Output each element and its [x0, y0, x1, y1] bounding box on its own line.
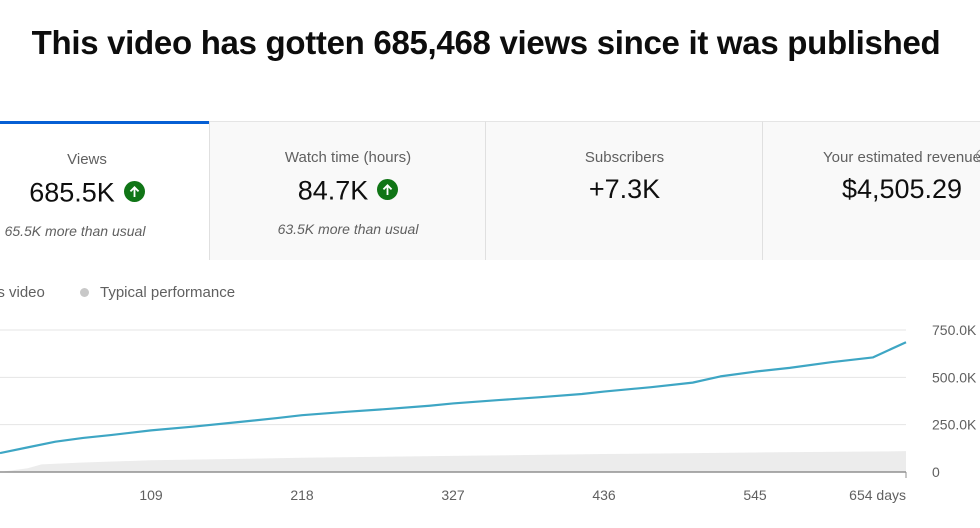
y-tick-label: 750.0K [932, 322, 977, 338]
legend-typical[interactable]: Typical performance [80, 284, 235, 301]
chart-legend: is video Typical performance [0, 284, 400, 304]
card-views-sub: 65.5K more than usual [4, 223, 146, 239]
trend-up-icon [123, 181, 145, 203]
x-tick-label: 545 [743, 487, 767, 503]
card-watch-time-sub: 63.5K more than usual [277, 221, 419, 237]
y-tick-label: 500.0K [932, 369, 977, 385]
this-video-line [0, 341, 907, 455]
card-views-label: Views [67, 151, 107, 168]
trend-up-icon [377, 179, 399, 201]
card-revenue[interactable]: Your estimated revenue $4,505.29 [762, 121, 980, 260]
x-tick-label: 109 [139, 487, 163, 503]
typical-performance-area [0, 451, 906, 472]
x-tick-label: 218 [290, 487, 314, 503]
card-watch-time[interactable]: Watch time (hours) 84.7K 63.5K more than… [209, 121, 486, 260]
card-subscribers-value: +7.3K [588, 174, 661, 204]
card-views-value: 685.5K [0, 176, 192, 208]
card-subscribers-label: Subscribers [584, 149, 665, 166]
legend-this-video[interactable]: is video [0, 284, 45, 301]
y-tick-label: 0 [932, 464, 940, 480]
card-subscribers[interactable]: Subscribers +7.3K [485, 121, 763, 260]
legend-dot-icon [80, 287, 89, 297]
card-revenue-label: Your estimated revenue [823, 149, 980, 166]
x-tick-label: 436 [592, 487, 616, 503]
page-title: This video has gotten 685,468 views sinc… [31, 24, 941, 61]
x-tick-label: 327 [441, 487, 465, 503]
x-tick-label: 654 days [849, 487, 906, 503]
card-watch-time-label: Watch time (hours) [284, 149, 412, 166]
metric-cards: Views 685.5K 65.5K more than usual Watch… [0, 121, 980, 260]
y-tick-label: 250.0K [932, 417, 977, 433]
views-chart[interactable]: 0 250.0K 500.0K 750.0K 109 218 327 436 545 654 da… [0, 310, 980, 520]
card-revenue-value: $4,505.29 [841, 174, 963, 204]
card-views[interactable]: Views 685.5K 65.5K more than usual [0, 121, 210, 260]
card-watch-time-value: 84.7K [210, 174, 486, 206]
